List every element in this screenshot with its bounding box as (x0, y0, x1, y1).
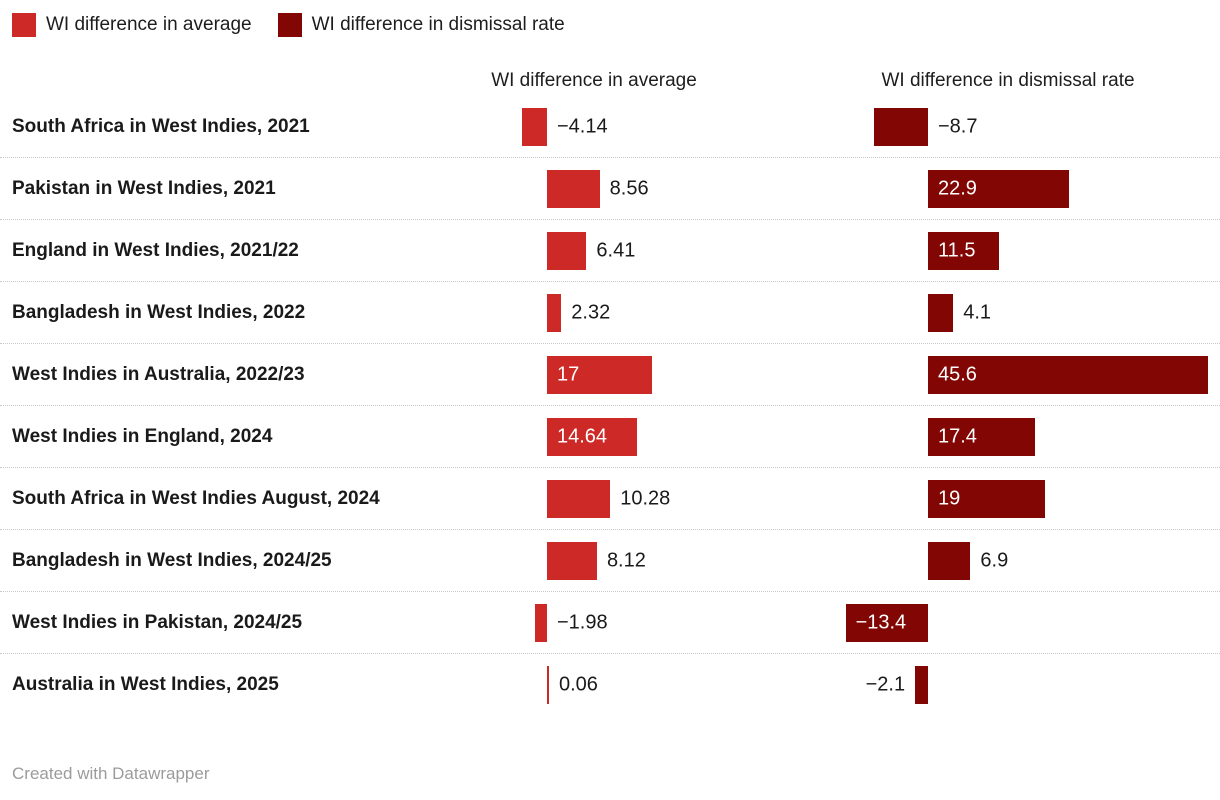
row-label: South Africa in West Indies, 2021 (12, 115, 310, 137)
chart-row: Bangladesh in West Indies, 2022 2.32 4.1 (0, 282, 1220, 344)
bar-dismissal[interactable] (845, 603, 928, 642)
value-label-dismissal: −2.1 (865, 673, 906, 696)
bar-average[interactable] (547, 541, 597, 580)
row-label: West Indies in Australia, 2022/23 (12, 363, 305, 385)
datawrapper-credit-link[interactable]: Created with Datawrapper (12, 764, 210, 783)
bar-dismissal[interactable] (928, 169, 1069, 208)
rows: South Africa in West Indies, 2021 −4.14 −8… (0, 96, 1220, 716)
chart-row: Australia in West Indies, 2025 0.06 −2.1 (0, 654, 1220, 716)
value-label-dismissal: −13.4 (855, 611, 907, 633)
legend-item-average: WI difference in average (12, 13, 252, 37)
bar-dismissal[interactable] (915, 666, 928, 704)
chart-row: South Africa in West Indies August, 2024… (0, 468, 1220, 530)
value-label-dismissal: 11.5 (938, 239, 976, 261)
bar-average[interactable] (547, 293, 562, 332)
row-label: West Indies in England, 2024 (12, 425, 273, 447)
legend-item-dismissal: WI difference in dismissal rate (277, 13, 565, 37)
value-label-average: −4.14 (557, 115, 608, 137)
bar-dismissal[interactable] (928, 417, 1035, 456)
row-label: Pakistan in West Indies, 2021 (12, 177, 276, 199)
bar-dismissal[interactable] (928, 541, 971, 580)
legend-label-dismissal: WI difference in dismissal rate (311, 14, 565, 35)
chart-row: England in West Indies, 2021/22 6.41 11.5 (0, 220, 1220, 282)
value-label-dismissal: −8.7 (938, 115, 978, 137)
chart-row: South Africa in West Indies, 2021 −4.14 −8… (0, 96, 1220, 158)
value-label-average: 6.41 (596, 239, 636, 261)
legend: WI difference in average WI difference i… (12, 13, 565, 37)
bar-average[interactable] (534, 603, 547, 642)
chart-row: Bangladesh in West Indies, 2024/25 8.12 6.… (0, 530, 1220, 592)
legend-swatch-dismissal-icon (277, 13, 302, 37)
bar-dismissal[interactable] (928, 479, 1045, 518)
bar-average[interactable] (547, 231, 587, 270)
bar-dismissal[interactable] (874, 107, 928, 146)
bar-dismissal[interactable] (928, 355, 1209, 394)
value-label-average: 2.32 (571, 301, 611, 323)
value-label-average: 10.28 (620, 487, 671, 509)
column-header-dismissal: WI difference in dismissal rate (881, 70, 1135, 91)
legend-label-average: WI difference in average (46, 14, 252, 35)
value-label-dismissal: 19 (938, 487, 961, 509)
value-label-average: 0.06 (559, 673, 598, 696)
value-label-dismissal: 4.1 (963, 301, 992, 323)
row-label: Bangladesh in West Indies, 2024/25 (12, 549, 332, 571)
bar-dismissal[interactable] (928, 293, 954, 332)
column-header-average: WI difference in average (491, 70, 697, 91)
bar-dismissal[interactable] (928, 231, 999, 270)
bar-average[interactable] (547, 417, 638, 456)
value-label-average: 8.56 (609, 177, 649, 199)
value-label-dismissal: 22.9 (938, 177, 977, 199)
value-label-average: −1.98 (557, 611, 608, 633)
row-label: Australia in West Indies, 2025 (12, 674, 279, 695)
chart-row: West Indies in Australia, 2022/23 17 45.6 (0, 344, 1220, 406)
chart-row: West Indies in England, 2024 14.64 17.4 (0, 406, 1220, 468)
row-label: Bangladesh in West Indies, 2022 (12, 301, 306, 323)
chart-row: Pakistan in West Indies, 2021 8.56 22.9 (0, 158, 1220, 220)
value-label-dismissal: 17.4 (938, 425, 977, 447)
bar-average[interactable] (547, 479, 611, 518)
bar-average[interactable] (521, 107, 547, 146)
value-label-dismissal: 45.6 (938, 363, 977, 385)
value-label-average: 17 (557, 363, 580, 385)
chart-row: West Indies in Pakistan, 2024/25 −1.98 −13… (0, 592, 1220, 654)
bar-average[interactable] (547, 666, 549, 704)
value-label-average: 8.12 (606, 549, 646, 571)
bar-average[interactable] (547, 169, 600, 208)
value-label-dismissal: 6.9 (980, 549, 1009, 571)
row-label: England in West Indies, 2021/22 (12, 239, 299, 261)
row-label: South Africa in West Indies August, 2024 (12, 487, 380, 509)
row-label: West Indies in Pakistan, 2024/25 (12, 611, 303, 633)
legend-swatch-average-icon (12, 13, 36, 37)
value-label-average: 14.64 (557, 425, 608, 447)
bar-average[interactable] (547, 355, 652, 394)
